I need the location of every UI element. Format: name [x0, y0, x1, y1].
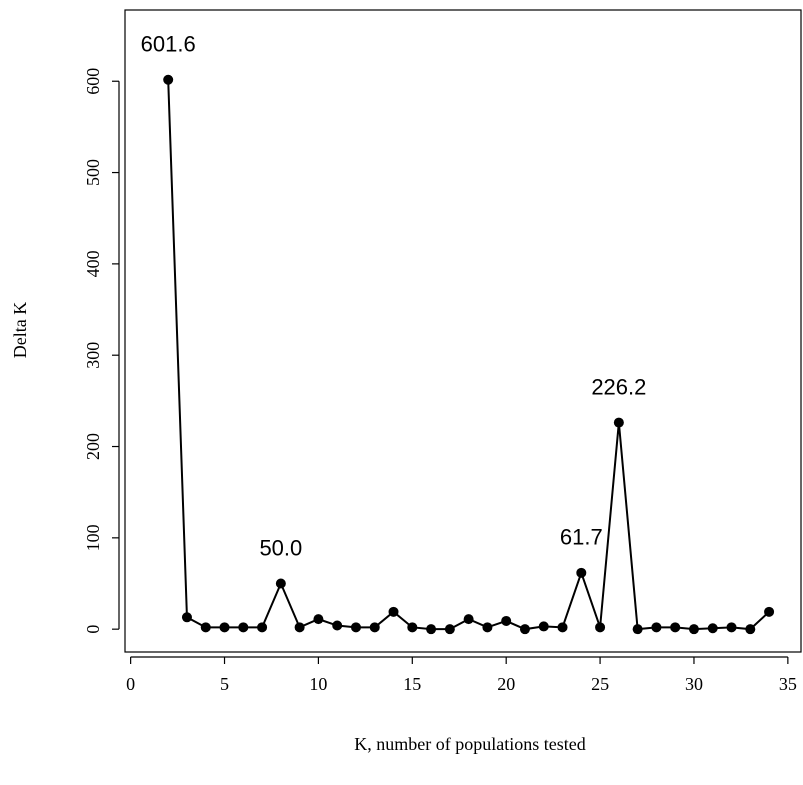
- point: [444, 624, 455, 635]
- x-tick-label: 0: [126, 674, 135, 694]
- x-tick-label: 20: [497, 674, 515, 694]
- point: [163, 74, 174, 85]
- point: [688, 624, 699, 635]
- y-tick-label: 0: [83, 625, 103, 634]
- point: [257, 622, 268, 633]
- series-line: [167, 79, 770, 631]
- point: [350, 622, 361, 633]
- point: [745, 624, 756, 635]
- point: [501, 615, 512, 626]
- point: [519, 624, 530, 635]
- data-label: 226.2: [591, 374, 646, 399]
- data-label: 50.0: [259, 535, 302, 560]
- y-tick-label: 100: [83, 524, 103, 551]
- point: [369, 622, 380, 633]
- data-label: 61.7: [560, 525, 603, 550]
- point: [557, 622, 568, 633]
- point: [707, 623, 718, 634]
- point: [219, 622, 230, 633]
- y-tick-label: 400: [83, 250, 103, 277]
- x-axis-title: K, number of populations tested: [354, 734, 585, 754]
- point: [332, 620, 343, 631]
- point: [482, 622, 493, 633]
- x-tick-label: 15: [403, 674, 421, 694]
- point: [595, 622, 606, 633]
- point: [670, 622, 681, 633]
- y-tick-label: 500: [83, 159, 103, 186]
- point: [463, 614, 474, 625]
- y-axis-title: Delta K: [10, 302, 30, 358]
- point: [632, 624, 643, 635]
- x-tick-label: 10: [309, 674, 327, 694]
- point: [613, 417, 624, 428]
- point: [726, 622, 737, 633]
- x-tick-label: 5: [220, 674, 229, 694]
- point: [238, 622, 249, 633]
- point: [200, 622, 211, 633]
- point: [426, 624, 437, 635]
- point: [313, 614, 324, 625]
- point: [294, 622, 305, 633]
- x-tick-label: 25: [591, 674, 609, 694]
- data-label: 601.6: [141, 32, 196, 57]
- point: [407, 622, 418, 633]
- y-tick-label: 200: [83, 433, 103, 460]
- x-tick-label: 35: [779, 674, 797, 694]
- plot-box: [124, 9, 802, 653]
- point: [181, 612, 192, 623]
- y-tick-label: 600: [83, 68, 103, 95]
- point: [576, 567, 587, 578]
- point: [388, 606, 399, 617]
- point: [764, 606, 775, 617]
- x-tick-label: 30: [685, 674, 703, 694]
- point: [651, 622, 662, 633]
- y-tick-label: 300: [83, 342, 103, 369]
- point: [275, 578, 286, 589]
- point: [538, 621, 549, 632]
